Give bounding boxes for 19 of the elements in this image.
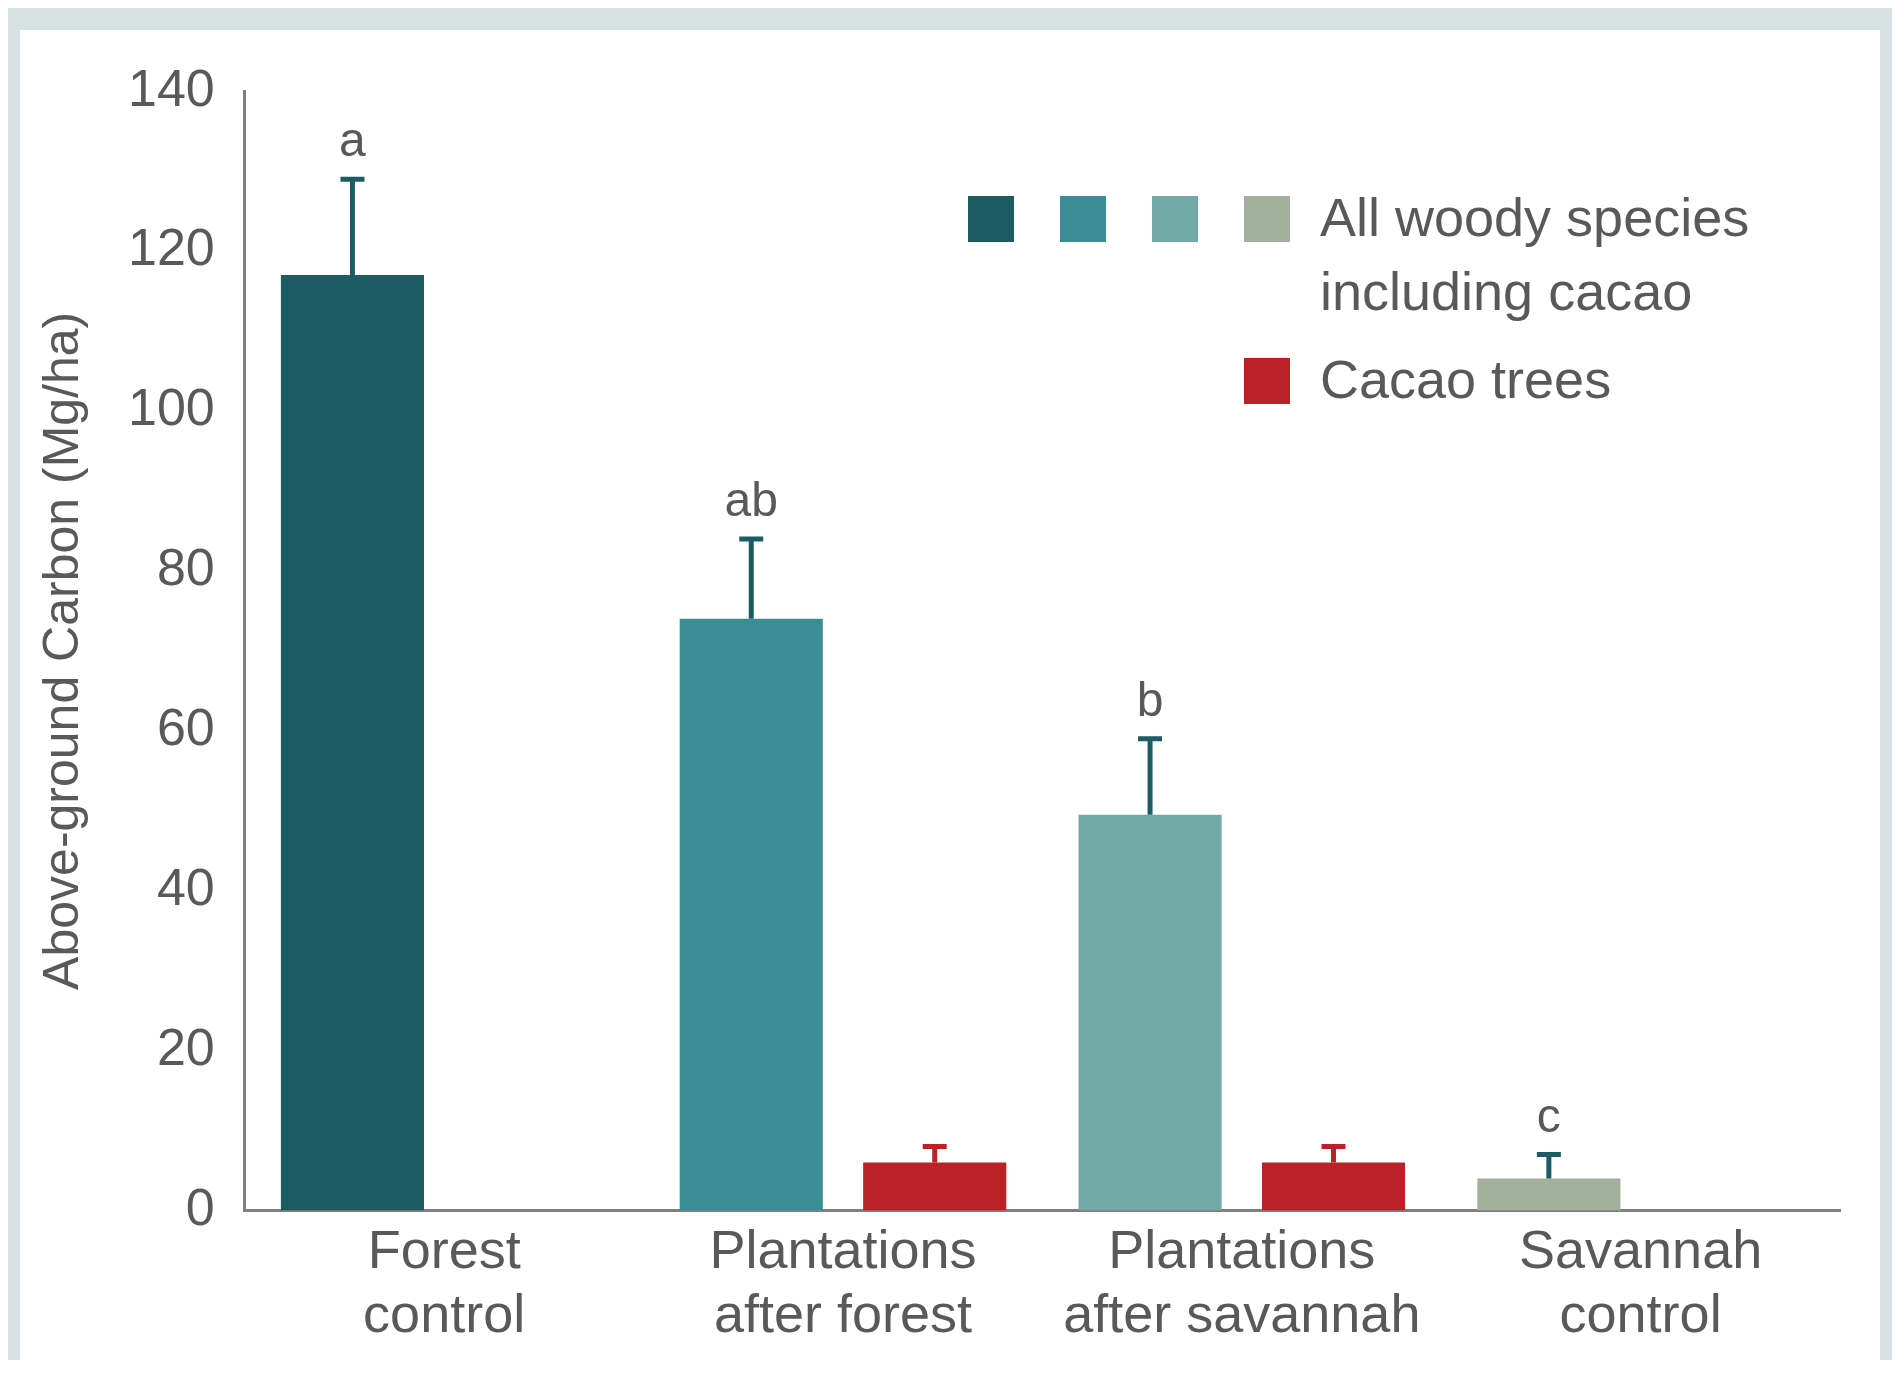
- y-tick-label: 80: [156, 538, 215, 597]
- y-tick-label: 100: [127, 378, 215, 437]
- y-tick-label: 60: [156, 698, 215, 757]
- x-tick-label: Plantations after savannah: [1063, 1218, 1421, 1344]
- annotation: b: [1136, 672, 1164, 726]
- y-tick-label: 40: [156, 857, 215, 916]
- annotation: c: [1536, 1088, 1561, 1142]
- y-axis-title: Above-ground Carbon (Mg/ha): [32, 311, 89, 990]
- y-tick-label: 120: [127, 218, 215, 277]
- annotation: a: [339, 113, 367, 167]
- y-tick-label: 140: [127, 58, 215, 117]
- y-tick-label: 20: [156, 1017, 215, 1076]
- x-tick-label: Forest control: [363, 1218, 526, 1344]
- x-tick-label: Plantations after forest: [709, 1218, 977, 1344]
- legend-label: All woody species including cacao: [1320, 186, 1751, 323]
- x-tick-label: Savannah control: [1518, 1218, 1763, 1344]
- annotation: ab: [724, 473, 778, 527]
- legend-label: Cacao trees: [1320, 348, 1613, 411]
- y-tick-label: 0: [185, 1177, 215, 1236]
